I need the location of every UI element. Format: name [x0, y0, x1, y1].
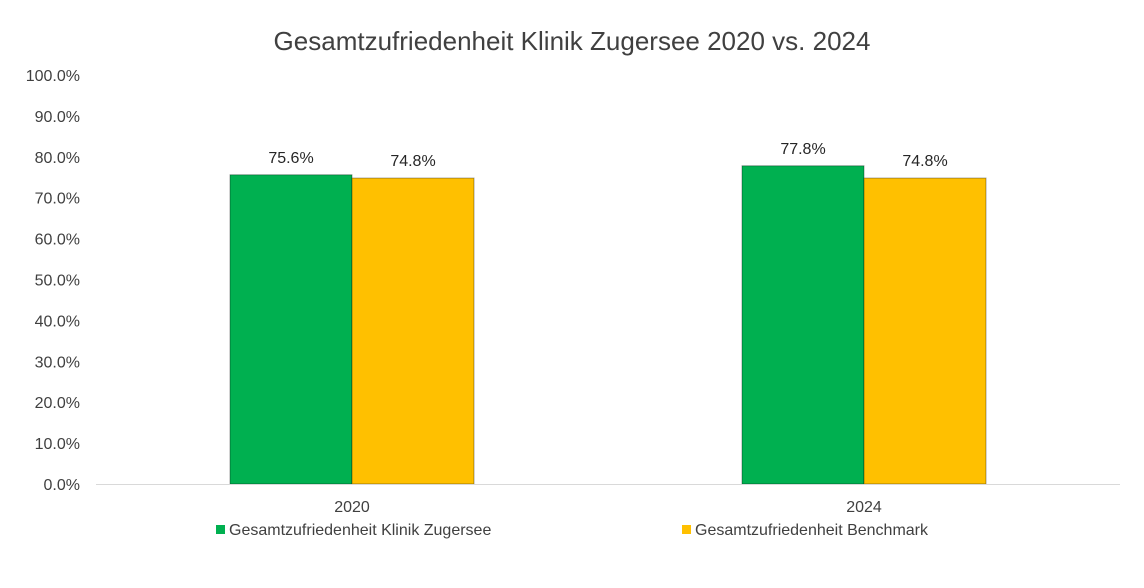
x-tick-label: 2024	[846, 499, 882, 516]
y-tick-label: 40.0%	[35, 313, 80, 330]
legend: Gesamtzufriedenheit Klinik Zugersee Gesam…	[216, 522, 929, 539]
y-tick-label: 100.0%	[26, 68, 80, 85]
y-tick-label: 80.0%	[35, 150, 80, 167]
legend-label: Gesamtzufriedenheit Benchmark	[695, 522, 929, 539]
y-axis: 0.0% 10.0% 20.0% 30.0% 40.0% 50.0% 60.0% 70.0% 8…	[26, 68, 80, 494]
data-label: 74.8%	[902, 153, 947, 170]
value-labels-group: 75.6% 74.8% 77.8% 74.8%	[268, 141, 947, 170]
data-label: 74.8%	[390, 153, 435, 170]
chart-title: Gesamtzufriedenheit Klinik Zugersee 2020…	[274, 26, 871, 56]
legend-swatch	[216, 525, 225, 534]
y-tick-label: 30.0%	[35, 354, 80, 371]
y-tick-label: 70.0%	[35, 191, 80, 208]
legend-swatch	[682, 525, 691, 534]
y-tick-label: 60.0%	[35, 232, 80, 249]
y-tick-label: 50.0%	[35, 273, 80, 290]
y-tick-label: 20.0%	[35, 395, 80, 412]
data-label: 77.8%	[780, 141, 825, 158]
y-tick-label: 0.0%	[44, 477, 80, 494]
bar-2024-series-1	[863, 177, 987, 485]
y-tick-label: 90.0%	[35, 109, 80, 126]
bars-group	[229, 165, 987, 485]
bar-2024-series-0	[741, 165, 865, 485]
data-label: 75.6%	[268, 150, 313, 167]
bar-2020-series-0	[229, 174, 353, 485]
y-tick-label: 10.0%	[35, 436, 80, 453]
x-axis: 2020 2024	[334, 499, 882, 516]
bar-2020-series-1	[351, 177, 475, 485]
legend-label: Gesamtzufriedenheit Klinik Zugersee	[229, 522, 491, 539]
x-tick-label: 2020	[334, 499, 370, 516]
